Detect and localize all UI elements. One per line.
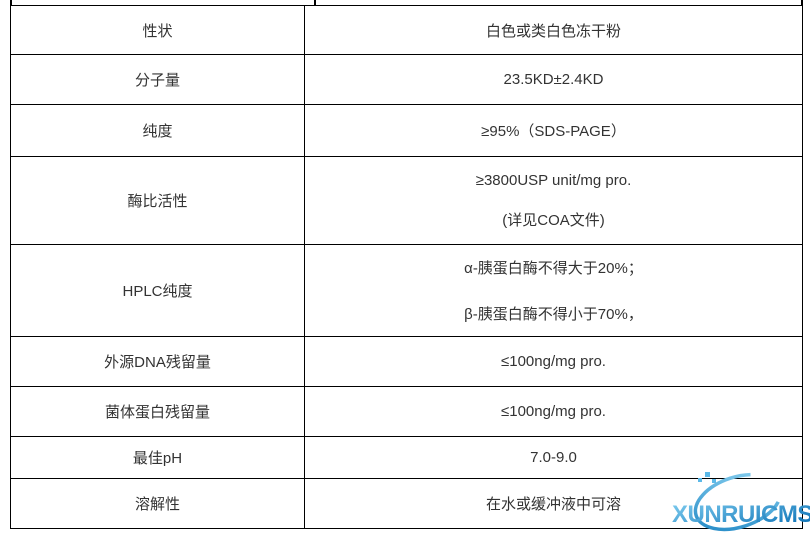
- spec-value: ≥3800USP unit/mg pro. (详见COA文件): [304, 156, 803, 245]
- spec-value: 7.0-9.0: [304, 436, 803, 479]
- spec-value-line: ≥95%（SDS-PAGE）: [481, 123, 626, 140]
- spec-value: 白色或类白色冻干粉: [304, 5, 803, 55]
- spec-value: 在水或缓冲液中可溶: [304, 478, 803, 529]
- spec-value: ≤100ng/mg pro.: [304, 336, 803, 387]
- spec-value-line: ≤100ng/mg pro.: [501, 403, 606, 420]
- spec-value: ≤100ng/mg pro.: [304, 386, 803, 437]
- spec-value-line: 7.0-9.0: [530, 449, 577, 466]
- spec-value-line: (详见COA文件): [502, 211, 605, 229]
- table-top-sliver-right-border: [801, 0, 803, 6]
- spec-table: 性状 白色或类白色冻干粉 分子量 23.5KD±2.4KD 纯度 ≥95%（SD…: [10, 5, 803, 529]
- spec-label: 菌体蛋白残留量: [10, 386, 305, 437]
- spec-value: α-胰蛋白酶不得大于20%； β-胰蛋白酶不得小于70%，: [304, 244, 803, 337]
- spec-value-line: ≥3800USP unit/mg pro.: [475, 171, 632, 189]
- spec-value-line: 23.5KD±2.4KD: [503, 71, 604, 88]
- table-row: 菌体蛋白残留量 ≤100ng/mg pro.: [10, 386, 803, 437]
- spec-label: 分子量: [10, 54, 305, 105]
- table-row: HPLC纯度 α-胰蛋白酶不得大于20%； β-胰蛋白酶不得小于70%，: [10, 244, 803, 337]
- table-row: 外源DNA残留量 ≤100ng/mg pro.: [10, 336, 803, 387]
- spec-label: 性状: [10, 5, 305, 55]
- table-top-sliver-divider: [314, 0, 316, 6]
- spec-label: 最佳pH: [10, 436, 305, 479]
- table-row: 性状 白色或类白色冻干粉: [10, 5, 803, 55]
- spec-value-line: 在水或缓冲液中可溶: [485, 496, 621, 513]
- table-row: 酶比活性 ≥3800USP unit/mg pro. (详见COA文件): [10, 156, 803, 245]
- spec-value-line: ≤100ng/mg pro.: [501, 353, 606, 370]
- spec-table-body: 性状 白色或类白色冻干粉 分子量 23.5KD±2.4KD 纯度 ≥95%（SD…: [10, 5, 803, 529]
- spec-value: ≥95%（SDS-PAGE）: [304, 104, 803, 157]
- spec-label: 酶比活性: [10, 156, 305, 245]
- table-row: 最佳pH 7.0-9.0: [10, 436, 803, 479]
- table-row: 纯度 ≥95%（SDS-PAGE）: [10, 104, 803, 157]
- spec-label: 溶解性: [10, 478, 305, 529]
- spec-label: 纯度: [10, 104, 305, 157]
- spec-value-line: β-胰蛋白酶不得小于70%，: [464, 306, 643, 323]
- spec-label: HPLC纯度: [10, 244, 305, 337]
- spec-value-line: 白色或类白色冻干粉: [485, 22, 621, 40]
- table-row: 溶解性 在水或缓冲液中可溶: [10, 478, 803, 529]
- spec-label: 外源DNA残留量: [10, 336, 305, 387]
- spec-value-line: α-胰蛋白酶不得大于20%；: [464, 260, 643, 277]
- table-row: 分子量 23.5KD±2.4KD: [10, 54, 803, 105]
- table-top-sliver-left-border: [10, 0, 12, 6]
- spec-value: 23.5KD±2.4KD: [304, 54, 803, 105]
